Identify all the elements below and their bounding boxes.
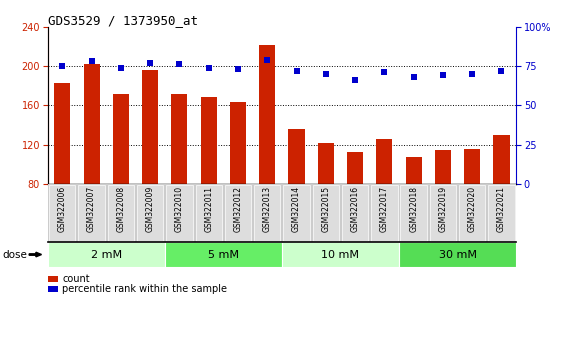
Bar [48, 184, 516, 242]
Bar [79, 185, 105, 241]
Bar [406, 156, 422, 184]
Bar [312, 185, 339, 241]
Text: GSM322008: GSM322008 [116, 186, 125, 232]
Bar [430, 185, 456, 241]
Text: GSM322014: GSM322014 [292, 186, 301, 232]
Text: GSM322012: GSM322012 [233, 186, 242, 232]
Bar [48, 242, 165, 267]
Bar [342, 185, 368, 241]
Bar [347, 152, 363, 184]
Bar [108, 185, 134, 241]
Text: GSM322016: GSM322016 [351, 186, 360, 232]
Text: 5 mM: 5 mM [208, 250, 239, 259]
Bar [376, 139, 393, 184]
Bar [282, 242, 399, 267]
Text: GDS3529 / 1373950_at: GDS3529 / 1373950_at [48, 14, 197, 27]
Bar [84, 64, 100, 184]
Bar [435, 150, 451, 184]
Bar [113, 95, 129, 184]
Text: GSM322010: GSM322010 [175, 186, 184, 232]
Bar [137, 185, 163, 241]
Bar [142, 70, 158, 184]
Point [380, 69, 389, 75]
Point [116, 65, 125, 70]
Bar [171, 93, 187, 184]
Point [351, 77, 360, 83]
Bar [49, 185, 76, 241]
Text: GSM322015: GSM322015 [321, 186, 330, 232]
Bar [464, 149, 480, 184]
Point [175, 62, 184, 67]
Point [233, 66, 242, 72]
Text: GSM322009: GSM322009 [146, 186, 155, 232]
Text: GSM322017: GSM322017 [380, 186, 389, 232]
Text: GSM322007: GSM322007 [87, 186, 96, 232]
Bar [371, 185, 398, 241]
Text: GSM322013: GSM322013 [263, 186, 272, 232]
Text: percentile rank within the sample: percentile rank within the sample [62, 284, 227, 294]
Bar [54, 83, 70, 184]
Bar [166, 185, 192, 241]
Point [409, 74, 418, 80]
Text: GSM322018: GSM322018 [409, 186, 418, 232]
Text: 10 mM: 10 mM [321, 250, 360, 259]
Text: GSM322019: GSM322019 [439, 186, 448, 232]
Point [439, 73, 448, 78]
Point [204, 65, 213, 70]
Point [146, 60, 155, 65]
Bar [201, 97, 217, 184]
Text: dose: dose [3, 250, 27, 259]
Bar [283, 185, 310, 241]
Bar [225, 185, 251, 241]
Point [263, 57, 272, 62]
Bar [196, 185, 222, 241]
Bar [494, 135, 509, 184]
Text: GSM322020: GSM322020 [468, 186, 477, 232]
Bar [318, 143, 334, 184]
Text: GSM322006: GSM322006 [58, 186, 67, 232]
Bar [259, 45, 275, 184]
Text: GSM322011: GSM322011 [204, 186, 213, 232]
Point [321, 71, 330, 76]
Text: 30 mM: 30 mM [439, 250, 476, 259]
Bar [230, 102, 246, 184]
Bar [254, 185, 280, 241]
Bar [288, 129, 305, 184]
Bar [399, 242, 516, 267]
Point [497, 68, 506, 74]
Bar [165, 242, 282, 267]
Bar [488, 185, 514, 241]
Point [58, 63, 67, 69]
Text: 2 mM: 2 mM [91, 250, 122, 259]
Point [292, 68, 301, 74]
Text: GSM322021: GSM322021 [497, 186, 506, 232]
Bar [459, 185, 485, 241]
Text: count: count [62, 274, 90, 284]
Point [87, 58, 96, 64]
Point [468, 71, 477, 76]
Bar [401, 185, 427, 241]
